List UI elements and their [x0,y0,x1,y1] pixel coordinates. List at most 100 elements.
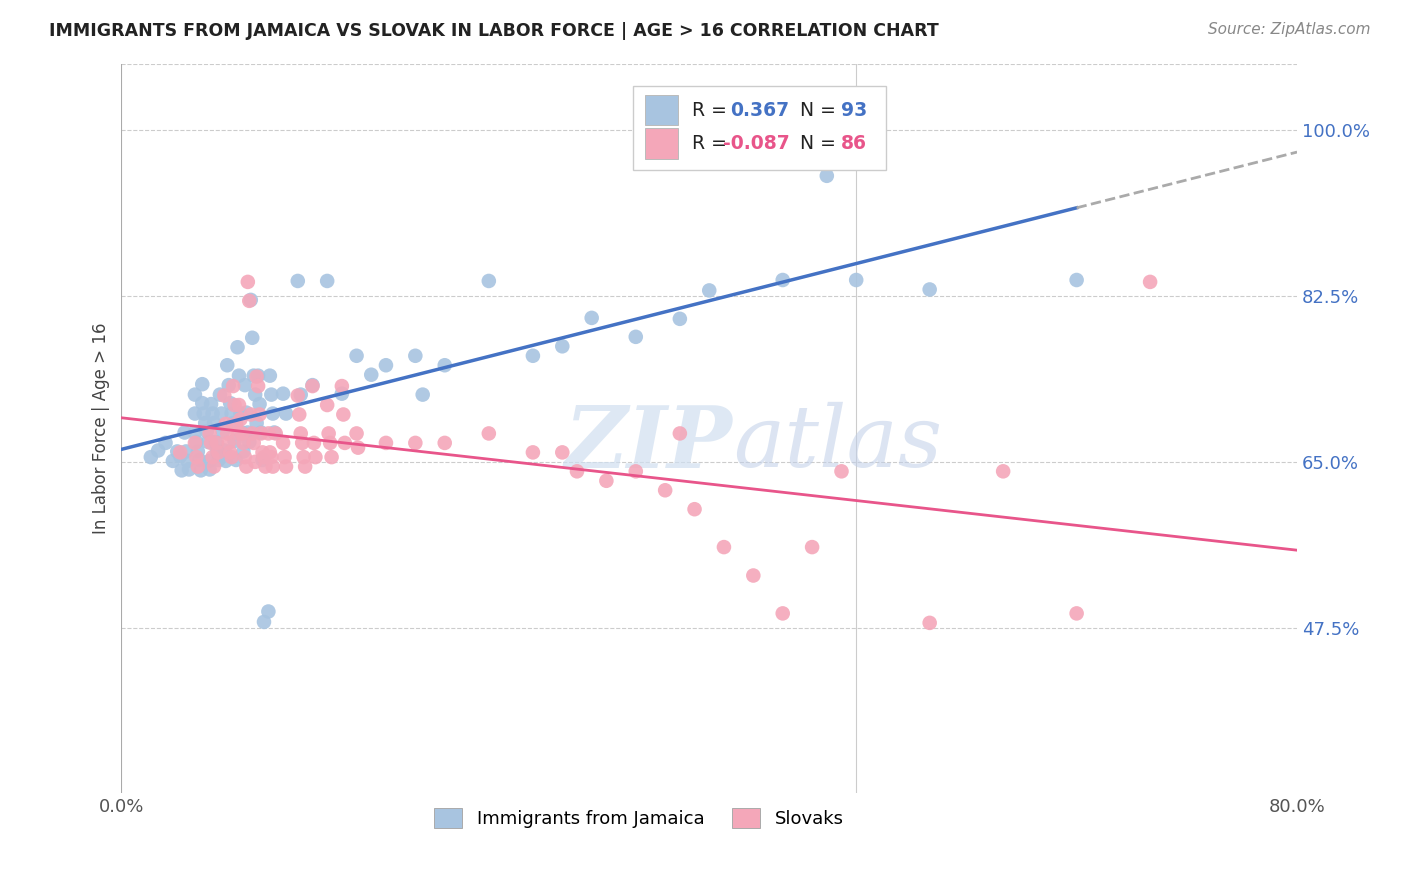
Point [233,378,256,392]
Point [209,407,232,421]
Point [187,459,209,474]
Point [204,434,226,449]
Point [291,436,314,450]
Point [246,416,269,430]
Point [202,459,225,474]
Point [191,396,214,410]
Point [565,464,588,478]
Point [201,407,224,421]
Point [211,425,233,439]
Point [243,387,266,401]
Point [221,407,243,421]
Point [184,387,207,401]
Point [346,426,368,441]
Point [433,436,456,450]
Text: 86: 86 [841,134,868,153]
Point [290,387,312,401]
Point [169,449,191,463]
Point [301,378,323,392]
Point [262,407,284,421]
Legend: Immigrants from Jamaica, Slovaks: Immigrants from Jamaica, Slovaks [426,801,851,836]
Point [287,274,309,288]
Point [259,445,281,459]
Point [318,426,340,441]
Point [247,368,270,383]
Point [186,450,208,464]
Text: IMMIGRANTS FROM JAMAICA VS SLOVAK IN LABOR FORCE | AGE > 16 CORRELATION CHART: IMMIGRANTS FROM JAMAICA VS SLOVAK IN LAB… [49,22,939,40]
Point [260,387,283,401]
Point [190,463,212,477]
Point [263,425,285,440]
Point [243,455,266,469]
Point [246,369,269,384]
Point [522,445,544,459]
Point [184,425,207,440]
Point [257,605,280,619]
Point [208,387,231,401]
Point [404,349,426,363]
Point [202,416,225,430]
Point [229,407,252,421]
Point [294,459,316,474]
Point [228,368,250,383]
Point [669,426,692,441]
Bar [644,95,678,125]
Point [233,450,256,464]
Point [271,436,294,450]
Point [831,464,853,478]
Point [231,426,253,441]
Point [198,462,221,476]
Text: N =: N = [787,134,842,153]
Point [198,426,221,441]
Point [253,615,276,629]
Point [991,464,1014,478]
Point [697,284,720,298]
Point [654,483,676,498]
Point [200,397,222,411]
Point [333,436,356,450]
Point [139,450,162,464]
Point [273,450,295,464]
Point [231,425,253,440]
Point [187,444,209,458]
Point [225,417,247,431]
Point [207,445,229,459]
Point [240,331,263,345]
Point [176,454,198,468]
Point [404,436,426,450]
Point [287,388,309,402]
Point [226,340,249,354]
Point [195,425,218,439]
Point [551,445,574,459]
Bar [644,128,678,159]
Point [260,450,283,464]
Point [169,445,191,459]
Point [170,463,193,477]
Point [412,387,434,401]
Point [198,454,221,468]
Point [595,474,617,488]
Point [742,568,765,582]
Point [292,450,315,464]
Point [174,444,197,458]
Point [215,454,238,468]
Point [232,444,254,458]
Point [238,293,260,308]
Text: R =: R = [692,101,738,120]
Point [252,445,274,459]
Point [316,398,339,412]
Point [262,459,284,474]
Point [288,408,311,422]
Point [683,502,706,516]
Point [218,378,240,392]
Point [249,397,271,411]
Point [250,425,273,440]
Point [239,408,262,422]
Text: ZIP: ZIP [565,401,733,485]
Point [302,436,325,450]
Point [197,434,219,449]
Point [155,436,177,450]
Point [316,274,339,288]
Point [330,379,353,393]
Point [224,434,246,448]
